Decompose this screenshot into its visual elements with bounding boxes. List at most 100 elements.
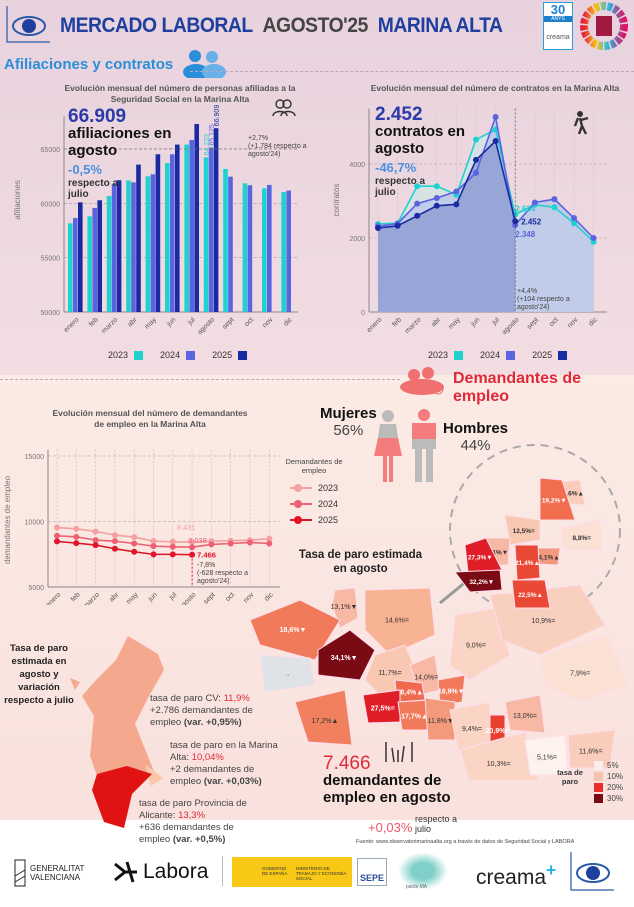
- kpi-change-label: respecto a julio: [375, 176, 426, 198]
- point-2023-jun: [473, 136, 479, 143]
- legend-swatch: [594, 761, 603, 770]
- stat-var: (var. +0,95%): [183, 717, 242, 728]
- bar-2024-abr: [131, 182, 136, 312]
- bar-2024-dic: [286, 190, 291, 312]
- stat-rate: 10,04%: [191, 752, 224, 763]
- municipality: [567, 729, 616, 769]
- point-2024-marzo: [414, 200, 421, 207]
- x-tick-label: nov: [566, 316, 579, 329]
- point-2025-abr: [111, 545, 118, 552]
- legend-swatch: [594, 794, 603, 803]
- bar-2023-jun: [165, 163, 170, 312]
- legend-label: 2023: [428, 350, 449, 360]
- contratos-annotation: +4,4% (+104 respecto a agosto'24): [517, 288, 577, 312]
- municipality-rate-label: 34,1%▼: [331, 655, 358, 662]
- title-part: MARINA ALTA: [377, 14, 503, 37]
- bar-2023-dic: [281, 191, 286, 312]
- annot-pct: -7,8%: [197, 562, 216, 569]
- legend-marker-2023: [290, 484, 312, 492]
- area-2025: [378, 141, 516, 312]
- x-tick-label: enero: [45, 591, 63, 605]
- section-title-afiliaciones: Afiliaciones y contratos: [4, 56, 174, 73]
- point-2025-may: [131, 548, 138, 555]
- y-tick-label: 4000: [349, 162, 365, 169]
- point-2025-enero: [54, 538, 60, 545]
- inset-municipality: [454, 569, 503, 593]
- contratos-chart: 0 2000 4000 enero feb marzo abr may jun jul agosto…: [332, 108, 607, 336]
- municipality-rate-label: 5,1%=: [537, 754, 557, 761]
- point-2024-oct: [551, 196, 558, 203]
- sdg-wheel-icon: [580, 2, 628, 50]
- x-tick-label: sept: [526, 316, 540, 330]
- gob-text: MINISTERIO DE TRABAJO Y ECONOMÍA SOCIAL: [295, 866, 347, 881]
- marina-alta-unemployment-map: 13,1%▼ 14,6%= 18,6%▼ 34,1%▼.. 11,7%= 14,0%= 18…: [249, 444, 629, 780]
- x-tick-label: dic: [263, 591, 275, 603]
- map-legend-title: tasa de paro: [557, 768, 583, 786]
- legend-label: 2025: [318, 515, 339, 525]
- x-tick-label: agosto: [178, 591, 198, 605]
- point-2023-oct: [551, 204, 558, 211]
- legend-marker-2025: [290, 516, 312, 524]
- alicante-stat: tasa de paro Provincia de Alicante: 13,3…: [139, 798, 249, 846]
- y-tick-label: 2000: [349, 236, 365, 243]
- point-2024-may: [453, 188, 460, 195]
- municipality-rate-label: 14,6%=: [385, 618, 409, 625]
- point-2024-abr: [111, 538, 118, 545]
- bar-2024-marzo: [111, 183, 117, 312]
- bar-2023-oct: [242, 183, 248, 312]
- kpi-change-label: respecto a julio: [415, 814, 458, 834]
- x-tick-label: sept: [203, 591, 217, 605]
- inset-rate-label: 12,5%=: [513, 528, 535, 535]
- creama-text: creama: [476, 866, 547, 889]
- bar-2024-jun: [170, 154, 175, 312]
- legend-marker-2024: [290, 500, 312, 508]
- legend-label: 2025: [532, 350, 553, 360]
- inset-municipality: [511, 579, 551, 609]
- labora-logo: Labora: [113, 860, 208, 884]
- municipality: [424, 697, 456, 741]
- x-tick-label: enero: [366, 316, 384, 334]
- kpi-change: -0,5%: [68, 162, 102, 177]
- point-2024-sept: [208, 541, 215, 548]
- point-2023-nov: [571, 220, 577, 227]
- plus-icon: +: [546, 860, 557, 880]
- data-label: 8.038: [188, 536, 207, 545]
- divider: [222, 856, 223, 886]
- municipality: [539, 634, 629, 703]
- x-tick-label: enero: [63, 316, 81, 334]
- men-stat: Hombres 44%: [443, 420, 508, 454]
- kpi-change-label: respecto a julio: [68, 178, 119, 200]
- inset-rate-label: 14,1%▲: [535, 554, 560, 561]
- point-2023-abr: [111, 532, 118, 539]
- bar-2024-agosto: [208, 147, 214, 312]
- bar-2025-enero: [78, 202, 83, 312]
- protest-people-icon: [385, 742, 413, 763]
- annot-detail: (+1.784 respecto a agosto'24): [248, 143, 307, 158]
- bar-2023-abr: [126, 180, 131, 312]
- map-legend-item: 10%: [594, 771, 623, 782]
- sepe-logo: SEPE: [357, 858, 387, 886]
- marina-alta-stat: tasa de paro en la Marina Alta: 10,04% +2…: [170, 740, 285, 788]
- title-part: MERCADO LABORAL: [60, 14, 253, 37]
- line-2025: [377, 139, 516, 229]
- point-2024-jun: [150, 543, 157, 550]
- municipality: [362, 689, 401, 724]
- legend-label: 2023: [108, 350, 129, 360]
- municipality: [524, 734, 569, 776]
- x-tick-label: agosto: [196, 316, 216, 336]
- x-tick-label: oct: [548, 316, 560, 328]
- bar-2024-nov: [267, 184, 272, 312]
- gva-shield-icon: [14, 859, 26, 887]
- inset-municipality: [504, 514, 541, 546]
- point-2023-jul: [169, 538, 176, 545]
- x-tick-label: jul: [168, 591, 179, 602]
- legend-title: Demandantes de empleo: [285, 457, 343, 475]
- x-tick-label: feb: [88, 316, 100, 328]
- demandantes-legend: 2023 2024 2025: [290, 480, 338, 528]
- line-2025: [56, 540, 193, 556]
- municipality-rate-label: 11,6%=: [579, 748, 602, 755]
- gender-figures-icon: [374, 409, 436, 482]
- municipality-rate-label: 11,7%=: [378, 670, 401, 677]
- legend-swatch: [594, 783, 603, 792]
